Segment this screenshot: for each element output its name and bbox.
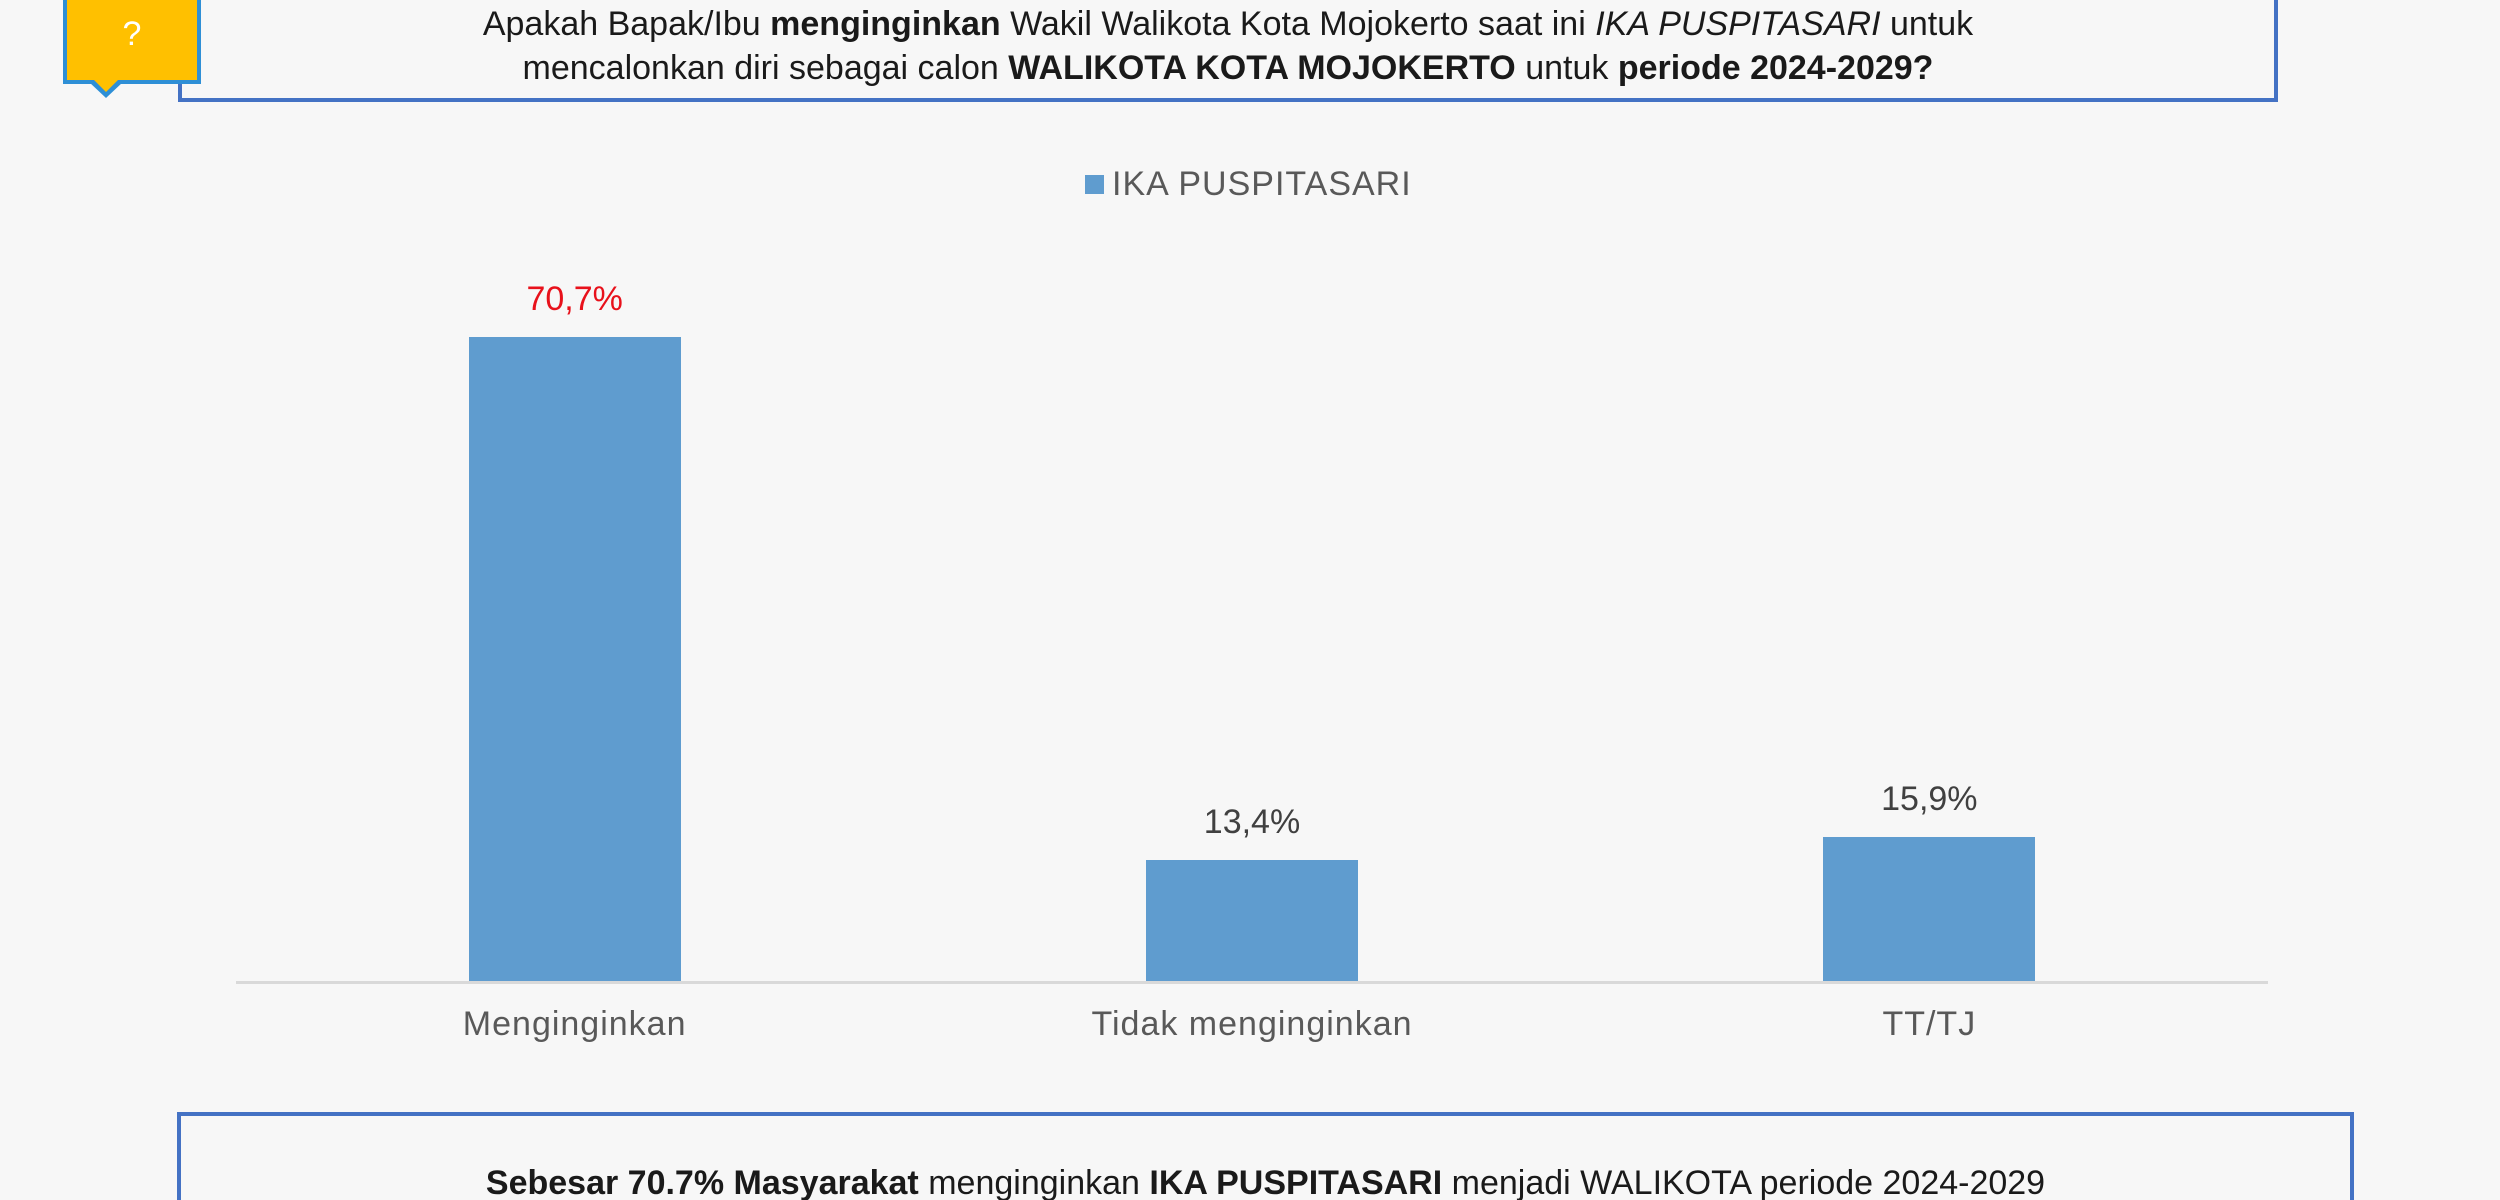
plot-area: 70,7% 13,4% 15,9% [236, 280, 2268, 982]
question-line-1: Apakah Bapak/Ibu menginginkan Wakil Wali… [182, 2, 2274, 46]
summary-text: Sebesar 70.7% Masyarakat menginginkan IK… [181, 1164, 2350, 1200]
summary-run: Sebesar 70.7% Masyarakat [485, 1164, 919, 1200]
question-run: Wakil Walikota Kota Mojokerto saat ini [1000, 5, 1596, 43]
question-run: periode 2024-2029? [1617, 49, 1934, 87]
chart-legend: IKA PUSPITASARI [1085, 162, 1412, 206]
question-line-2: mencalonkan diri sebagai calon WALIKOTA … [182, 46, 2274, 90]
question-run: Apakah Bapak/Ibu [482, 5, 771, 43]
question-run: untuk [1515, 49, 1618, 87]
category-label: Tidak menginginkan [1091, 1005, 1413, 1043]
bar-tidak-menginginkan [1146, 860, 1358, 982]
question-run: menginginkan [770, 5, 1001, 43]
summary-box: Sebesar 70.7% Masyarakat menginginkan IK… [177, 1112, 2354, 1200]
badge-tail-inner [94, 80, 118, 92]
bar-value-label: 70,7% [526, 280, 623, 318]
bar-menginginkan [468, 337, 681, 982]
question-run: WALIKOTA KOTA MOJOKERTO [1008, 49, 1516, 87]
legend-label: IKA PUSPITASARI [1112, 164, 1412, 203]
bar-tt-tj [1823, 837, 2036, 982]
x-axis-line [236, 981, 2268, 984]
question-box: Apakah Bapak/Ibu menginginkan Wakil Wali… [178, 0, 2278, 102]
summary-run: menginginkan [918, 1164, 1150, 1200]
category-label: Menginginkan [462, 1005, 687, 1043]
question-badge: ? [63, 0, 201, 84]
question-icon: ? [122, 15, 142, 53]
bar-value-label: 15,9% [1881, 780, 1978, 818]
summary-run: menjadi WALIKOTA periode 2024-2029 [1442, 1164, 2046, 1200]
question-run: untuk [1880, 5, 1974, 43]
question-run: mencalonkan diri sebagai calon [522, 49, 1009, 87]
summary-run: IKA PUSPITASARI [1149, 1164, 1443, 1200]
legend-swatch [1085, 174, 1104, 194]
bar-value-label: 13,4% [1203, 803, 1301, 841]
category-label: TT/TJ [1882, 1005, 1977, 1043]
question-text: Apakah Bapak/Ibu menginginkan Wakil Wali… [182, 2, 2274, 90]
question-run: IKA PUSPITASARI [1595, 5, 1881, 43]
